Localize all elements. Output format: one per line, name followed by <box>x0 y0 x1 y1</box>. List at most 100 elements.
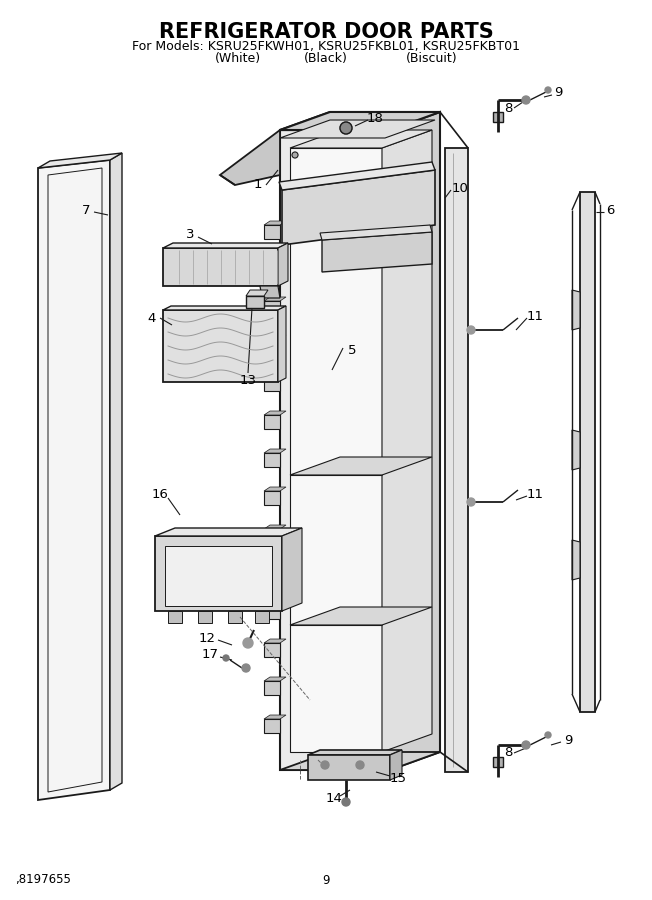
Polygon shape <box>264 221 286 225</box>
Polygon shape <box>264 411 286 415</box>
Polygon shape <box>264 715 286 719</box>
Text: 8: 8 <box>504 102 512 114</box>
Polygon shape <box>198 611 212 623</box>
Polygon shape <box>390 112 440 770</box>
Text: 18: 18 <box>366 112 383 124</box>
Polygon shape <box>264 297 286 301</box>
Polygon shape <box>290 148 382 752</box>
Polygon shape <box>280 120 435 138</box>
Polygon shape <box>264 567 280 581</box>
Polygon shape <box>264 677 286 681</box>
Polygon shape <box>282 170 435 245</box>
Polygon shape <box>280 752 440 770</box>
Polygon shape <box>264 601 286 605</box>
Text: 1: 1 <box>254 178 262 192</box>
Polygon shape <box>580 192 595 712</box>
Polygon shape <box>155 536 282 611</box>
Text: 5: 5 <box>348 344 356 356</box>
Polygon shape <box>228 611 242 623</box>
Text: 16: 16 <box>151 488 168 500</box>
Polygon shape <box>280 130 390 770</box>
Circle shape <box>292 152 298 158</box>
Polygon shape <box>246 290 268 296</box>
Polygon shape <box>278 243 288 286</box>
Text: 10: 10 <box>452 182 468 194</box>
Circle shape <box>545 87 551 93</box>
Polygon shape <box>264 301 280 315</box>
Polygon shape <box>320 225 432 240</box>
Circle shape <box>243 638 253 648</box>
Circle shape <box>342 798 350 806</box>
Text: 6: 6 <box>606 203 614 217</box>
Circle shape <box>356 761 364 769</box>
Polygon shape <box>290 130 432 148</box>
Polygon shape <box>255 611 269 623</box>
Circle shape <box>467 498 475 506</box>
Polygon shape <box>264 719 280 733</box>
Polygon shape <box>264 487 286 491</box>
Text: (Black): (Black) <box>304 52 348 65</box>
Polygon shape <box>572 430 580 470</box>
Text: 9: 9 <box>322 874 330 886</box>
Polygon shape <box>278 306 286 382</box>
Polygon shape <box>290 607 432 625</box>
Polygon shape <box>38 160 110 800</box>
Text: 9: 9 <box>554 86 562 100</box>
Polygon shape <box>493 757 503 767</box>
Polygon shape <box>572 540 580 580</box>
Polygon shape <box>264 225 280 239</box>
Polygon shape <box>155 528 302 536</box>
Circle shape <box>522 96 530 104</box>
Polygon shape <box>264 529 280 543</box>
Polygon shape <box>163 243 288 248</box>
Polygon shape <box>260 286 280 298</box>
Text: 11: 11 <box>527 310 544 322</box>
Polygon shape <box>264 377 280 391</box>
Circle shape <box>522 741 530 749</box>
Polygon shape <box>264 453 280 467</box>
Polygon shape <box>38 153 122 168</box>
Polygon shape <box>246 296 264 308</box>
Polygon shape <box>110 153 122 790</box>
Polygon shape <box>264 373 286 377</box>
Polygon shape <box>168 611 182 623</box>
Polygon shape <box>445 148 468 772</box>
Polygon shape <box>264 259 286 263</box>
Text: (Biscuit): (Biscuit) <box>406 52 458 65</box>
Polygon shape <box>279 162 435 190</box>
Polygon shape <box>322 232 432 272</box>
Text: 17: 17 <box>201 649 218 662</box>
Polygon shape <box>264 643 280 657</box>
Polygon shape <box>264 563 286 567</box>
Text: 15: 15 <box>389 771 406 785</box>
Text: (White): (White) <box>215 52 261 65</box>
Polygon shape <box>382 130 432 752</box>
Polygon shape <box>280 112 440 130</box>
Polygon shape <box>163 306 286 310</box>
Circle shape <box>321 761 329 769</box>
Polygon shape <box>290 457 432 475</box>
Polygon shape <box>264 415 280 429</box>
Text: 13: 13 <box>239 374 256 386</box>
Polygon shape <box>264 491 280 505</box>
Polygon shape <box>165 546 272 606</box>
Polygon shape <box>264 263 280 277</box>
Text: 8: 8 <box>504 745 512 759</box>
Text: 14: 14 <box>325 791 342 805</box>
Circle shape <box>467 326 475 334</box>
Circle shape <box>545 732 551 738</box>
Polygon shape <box>282 528 302 611</box>
Circle shape <box>340 122 352 134</box>
Text: ,8197655: ,8197655 <box>15 874 71 886</box>
Polygon shape <box>220 130 280 185</box>
Polygon shape <box>308 755 390 780</box>
Polygon shape <box>264 449 286 453</box>
Text: 12: 12 <box>198 632 216 644</box>
Polygon shape <box>264 605 280 619</box>
Circle shape <box>223 655 229 661</box>
Polygon shape <box>493 112 503 122</box>
Polygon shape <box>264 339 280 353</box>
Polygon shape <box>572 290 580 330</box>
Text: 4: 4 <box>148 311 156 325</box>
Polygon shape <box>264 681 280 695</box>
